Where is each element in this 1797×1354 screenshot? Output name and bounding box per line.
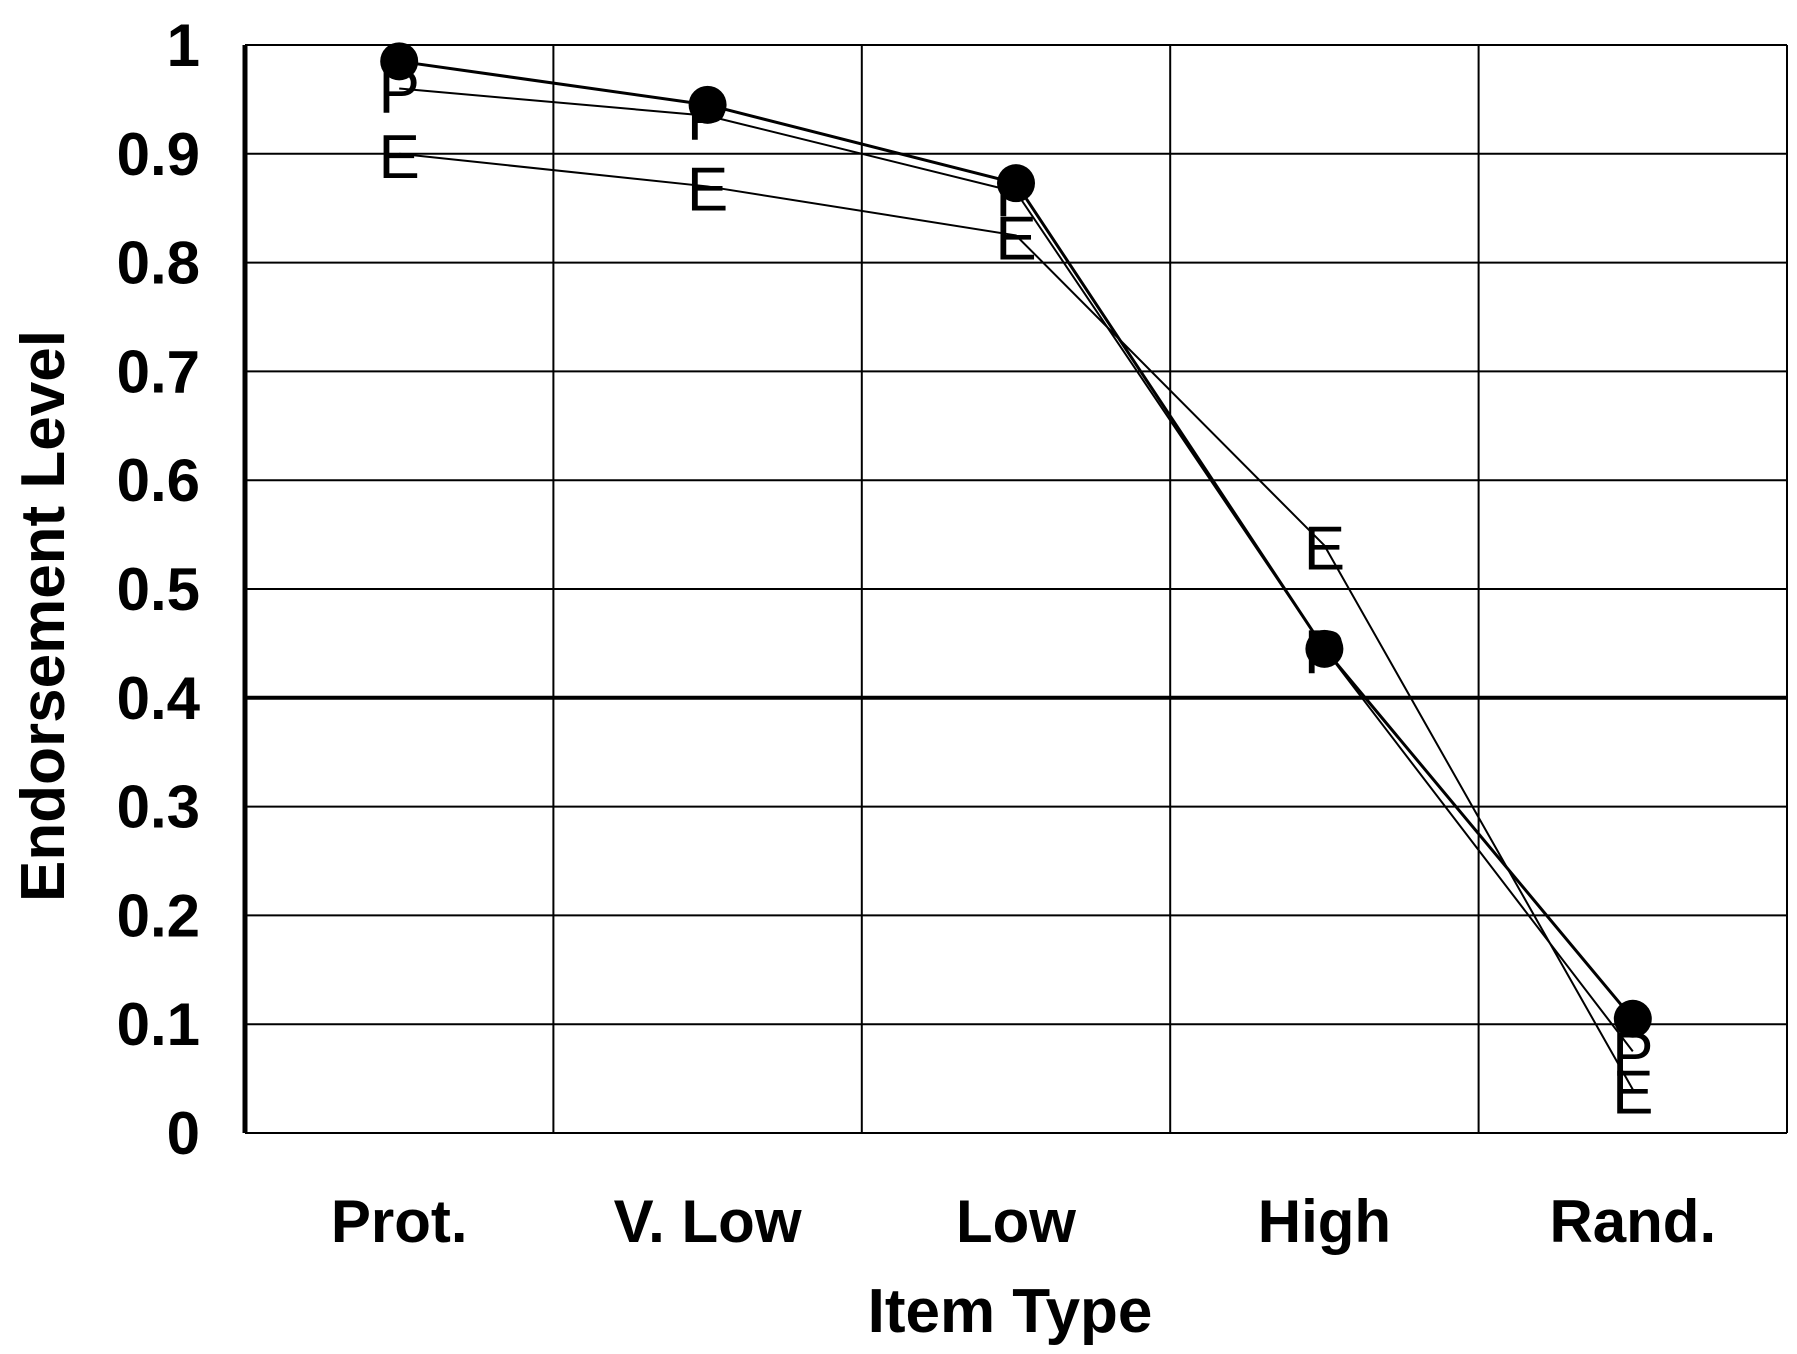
series-2-point: P: [1304, 618, 1345, 687]
series-1-point: [997, 164, 1035, 203]
series-1-point: [1305, 629, 1344, 668]
x-tick-label: Rand.: [1549, 1188, 1716, 1255]
x-axis-title: Item Type: [868, 1277, 1153, 1346]
x-tick-label: V. Low: [614, 1188, 802, 1255]
y-tick-label: 0.8: [117, 230, 200, 297]
series-line-3: [399, 152, 1634, 1090]
y-tick-label: 0.1: [117, 991, 200, 1058]
series-2-point: P: [687, 85, 728, 154]
y-tick-label: 0: [167, 1100, 200, 1167]
y-axis-title: Endorsement Level: [9, 330, 78, 902]
y-tick-label: 0.9: [117, 121, 200, 188]
y-tick-label: 0.4: [117, 665, 201, 732]
series-3-point: E: [687, 155, 728, 224]
y-tick-label: 0.5: [117, 556, 200, 623]
series-3-point: E: [1612, 1058, 1653, 1127]
y-tick-labels: 0 0.1 0.2 0.3 0.4 0.5 0.6 0.7 0.8 0.9 1: [117, 12, 201, 1167]
series-1-point: [688, 85, 727, 124]
x-tick-label: High: [1258, 1188, 1391, 1255]
x-tick-label: Low: [956, 1188, 1076, 1255]
series-2-point: P: [995, 161, 1036, 230]
y-tick-label: 0.2: [117, 882, 200, 949]
y-tick-label: 0.6: [117, 447, 200, 514]
series-1-point: [380, 42, 419, 81]
grid-lines: [245, 44, 1788, 1134]
x-tick-labels: Prot. V. Low Low High Rand.: [331, 1188, 1716, 1255]
y-tick-label: 1: [167, 12, 200, 79]
series-2-point: P: [1612, 1020, 1653, 1089]
y-tick-label: 0.7: [117, 338, 200, 405]
series-2-point: P: [379, 58, 420, 127]
series-3-point: E: [1304, 514, 1345, 583]
series-1-point: [1613, 999, 1652, 1038]
series-3-point: E: [995, 204, 1036, 273]
y-tick-label: 0.3: [117, 774, 200, 841]
x-tick-label: Prot.: [331, 1188, 468, 1255]
series-3-point: E: [379, 123, 420, 192]
